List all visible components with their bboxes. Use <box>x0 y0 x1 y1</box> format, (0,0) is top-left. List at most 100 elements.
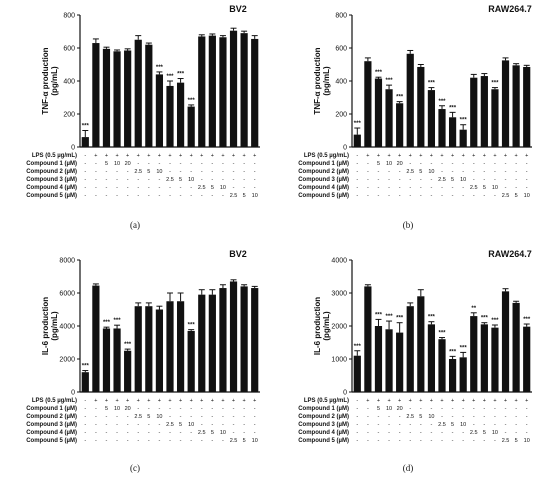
treatment-cell: - <box>399 177 401 183</box>
treatment-cell: + <box>253 398 256 404</box>
treatment-cell: - <box>420 430 422 436</box>
treatment-cell: - <box>106 193 108 199</box>
significance-mark: *** <box>491 81 499 87</box>
treatment-row-label: Compound 3 (µM) <box>26 422 77 428</box>
treatment-cell: - <box>84 161 86 167</box>
bar <box>374 78 383 147</box>
bar <box>155 309 164 392</box>
treatment-cell: 5 <box>147 169 150 175</box>
treatment-cell: 5 <box>483 430 486 436</box>
treatment-cell: - <box>356 414 358 420</box>
treatment-cell: 2.5 <box>406 169 414 175</box>
bar <box>374 326 383 392</box>
treatment-cell: - <box>211 177 213 183</box>
treatment-cell: - <box>95 161 97 167</box>
treatment-cell: + <box>398 153 401 159</box>
bar <box>385 329 393 392</box>
treatment-cell: - <box>462 438 464 444</box>
treatment-cell: - <box>473 169 475 175</box>
treatment-cell: 5 <box>243 438 246 444</box>
bar <box>491 327 499 392</box>
treatment-cell: - <box>515 430 517 436</box>
treatment-cell: - <box>515 161 517 167</box>
treatment-cell: 5 <box>515 438 518 444</box>
treatment-cell: - <box>356 406 358 412</box>
treatment-cell: 5 <box>105 406 108 412</box>
treatment-cell: - <box>505 161 507 167</box>
treatment-cell: + <box>472 398 475 404</box>
treatment-cell: - <box>95 406 97 412</box>
bar <box>134 306 142 392</box>
y-tick-label: 1000 <box>331 357 347 364</box>
treatment-cell: - <box>515 406 517 412</box>
treatment-cell: - <box>420 177 422 183</box>
bar <box>251 38 259 147</box>
treatment-cell: 5 <box>419 414 422 420</box>
treatment-cell: + <box>515 398 518 404</box>
treatment-cell: - <box>180 193 182 199</box>
treatment-cell: 10 <box>492 430 498 436</box>
treatment-cell: - <box>84 153 86 159</box>
treatment-cell: + <box>430 153 433 159</box>
bar <box>523 326 531 392</box>
treatment-cell: - <box>106 177 108 183</box>
treatment-cell: - <box>95 185 97 191</box>
treatment-cell: 20 <box>125 406 131 412</box>
significance-mark: *** <box>449 105 457 111</box>
treatment-cell: - <box>430 185 432 191</box>
bar <box>92 43 100 147</box>
treatment-cell: 10 <box>460 422 466 428</box>
treatment-cell: - <box>409 438 411 444</box>
treatment-cell: - <box>233 177 235 183</box>
treatment-cell: - <box>211 193 213 199</box>
significance-mark: *** <box>460 345 468 351</box>
bar <box>229 30 238 147</box>
significance-mark: *** <box>428 315 436 321</box>
bar <box>208 35 216 147</box>
significance-mark: *** <box>438 331 446 337</box>
treatment-cell: - <box>367 422 369 428</box>
treatment-row-label: Compound 2 (µM) <box>298 414 349 420</box>
treatment-cell: - <box>158 185 160 191</box>
treatment-cell: - <box>473 177 475 183</box>
treatment-cell: 10 <box>428 169 434 175</box>
y-tick-label: 200 <box>63 112 75 119</box>
significance-mark: *** <box>375 70 383 76</box>
bar <box>353 355 361 392</box>
treatment-cell: - <box>483 177 485 183</box>
treatment-cell: - <box>169 169 171 175</box>
treatment-cell: - <box>430 193 432 199</box>
treatment-cell: 5 <box>451 177 454 183</box>
significance-mark: *** <box>166 74 174 80</box>
treatment-cell: - <box>367 161 369 167</box>
treatment-cell: - <box>211 406 213 412</box>
treatment-cell: - <box>127 193 129 199</box>
treatment-cell: 10 <box>492 185 498 191</box>
y-tick-label: 8000 <box>59 258 75 265</box>
treatment-cell: - <box>84 398 86 404</box>
treatment-cell: - <box>526 161 528 167</box>
treatment-cell: - <box>180 438 182 444</box>
treatment-cell: + <box>387 398 390 404</box>
bar <box>427 324 436 392</box>
treatment-cell: - <box>367 406 369 412</box>
treatment-cell: - <box>84 430 86 436</box>
treatment-cell: - <box>254 169 256 175</box>
treatment-cell: 2.5 <box>502 193 510 199</box>
treatment-cell: - <box>137 193 139 199</box>
bar <box>480 76 488 147</box>
bar <box>448 117 457 147</box>
treatment-cell: - <box>356 185 358 191</box>
treatment-cell: - <box>430 422 432 428</box>
treatment-cell: - <box>483 169 485 175</box>
treatment-cell: - <box>378 414 380 420</box>
treatment-cell: - <box>169 185 171 191</box>
treatment-cell: - <box>243 185 245 191</box>
treatment-cell: - <box>483 193 485 199</box>
treatment-cell: - <box>441 406 443 412</box>
significance-mark: *** <box>124 342 132 348</box>
treatment-cell: 2.5 <box>230 193 238 199</box>
treatment-row-label: Compound 5 (µM) <box>26 193 77 199</box>
treatment-cell: - <box>409 185 411 191</box>
y-axis-title: IL-6 production <box>41 297 50 355</box>
